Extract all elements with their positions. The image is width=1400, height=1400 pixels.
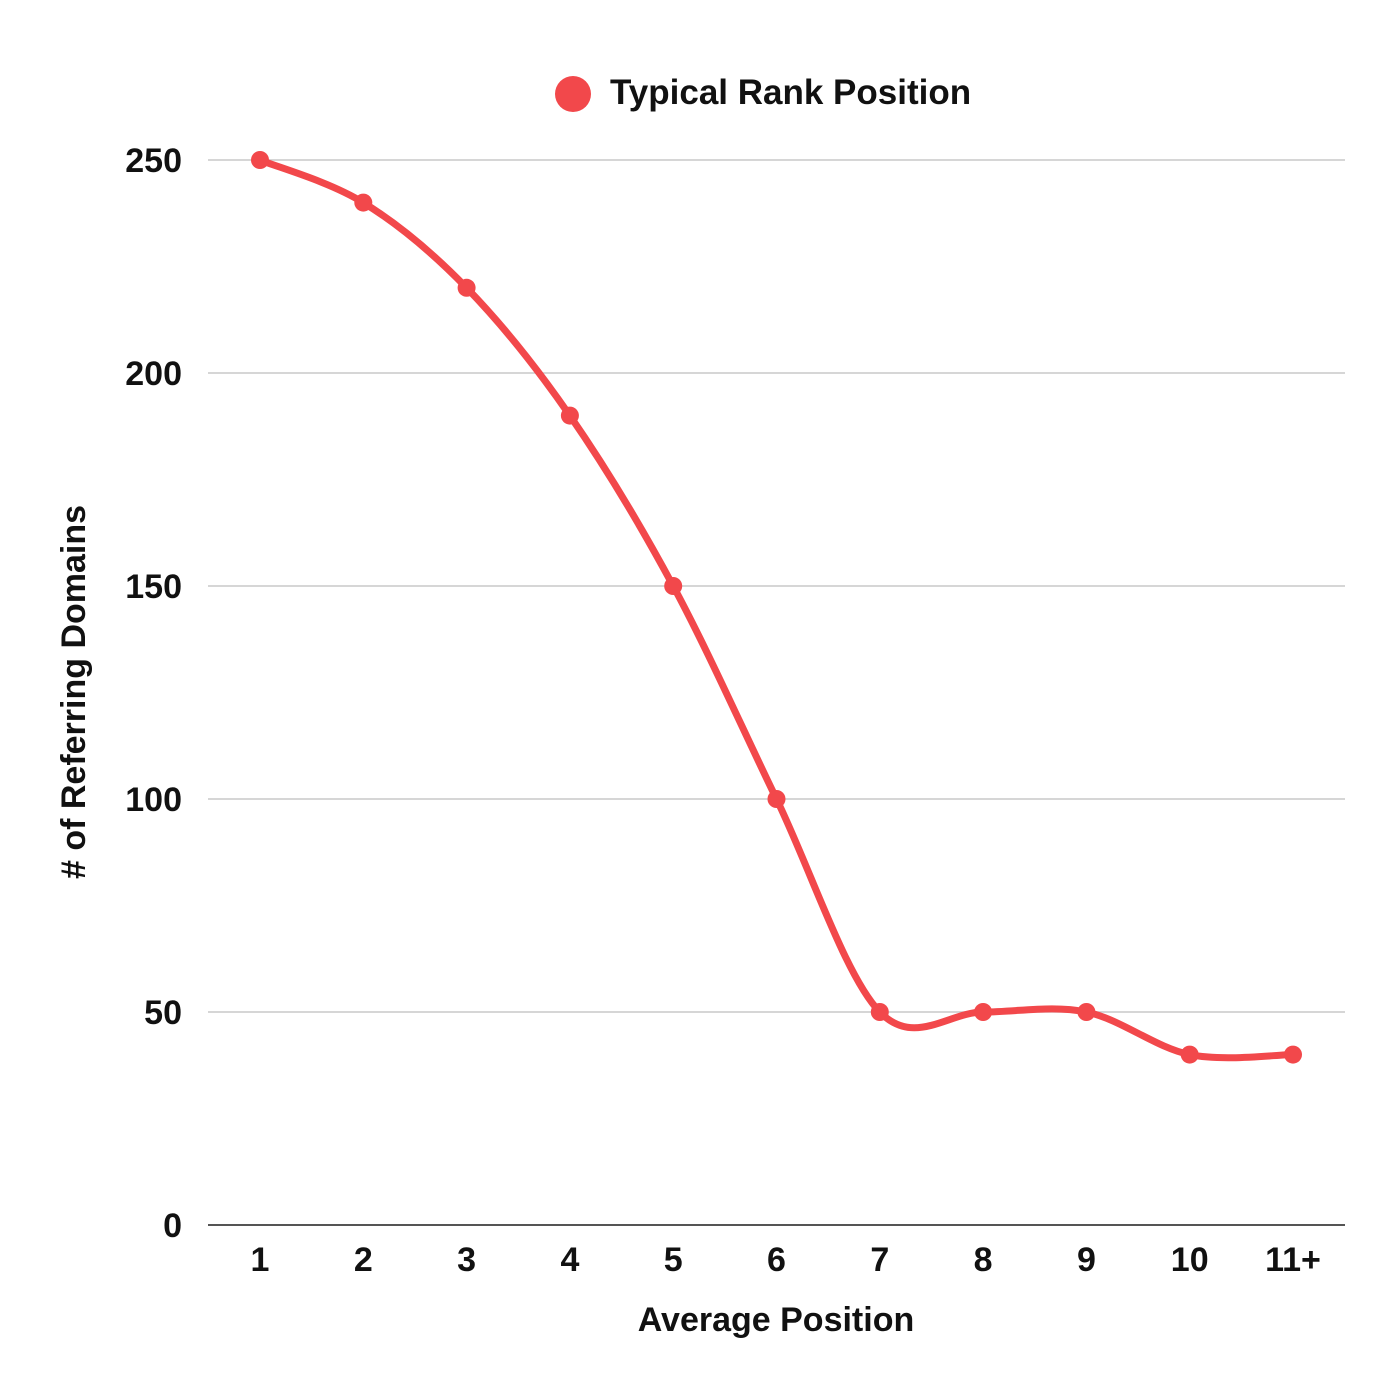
x-tick-label: 3 bbox=[457, 1241, 476, 1279]
x-axis-title: Average Position bbox=[638, 1301, 914, 1339]
data-point bbox=[1077, 1003, 1096, 1021]
data-point bbox=[251, 151, 269, 169]
x-tick-label: 5 bbox=[664, 1241, 683, 1279]
data-point bbox=[560, 406, 579, 425]
data-point bbox=[354, 193, 373, 212]
data-point bbox=[457, 278, 476, 297]
y-tick-label: 0 bbox=[163, 1207, 182, 1245]
y-tick-label: 250 bbox=[125, 142, 182, 180]
y-tick-labels: 0 50 100 150 200 250 bbox=[125, 142, 182, 1245]
y-tick-label: 50 bbox=[144, 994, 182, 1032]
x-tick-labels: 1 2 3 4 5 6 7 8 9 10 11+ bbox=[251, 1241, 1321, 1279]
gridlines bbox=[208, 159, 1345, 1013]
x-tick-label: 6 bbox=[767, 1241, 786, 1279]
y-tick-label: 200 bbox=[125, 355, 182, 393]
y-tick-label: 100 bbox=[125, 781, 182, 819]
data-point bbox=[1284, 1045, 1302, 1064]
data-point bbox=[767, 790, 786, 808]
y-axis-title: # of Referring Domains bbox=[55, 505, 93, 879]
legend: Typical Rank Position bbox=[555, 73, 971, 112]
x-tick-label: 9 bbox=[1077, 1241, 1096, 1279]
x-tick-label: 8 bbox=[974, 1241, 993, 1279]
x-tick-label: 4 bbox=[560, 1241, 579, 1279]
series-line bbox=[256, 156, 1297, 1062]
x-tick-label: 10 bbox=[1171, 1241, 1209, 1279]
data-point bbox=[974, 1003, 993, 1021]
x-tick-label: 1 bbox=[251, 1241, 270, 1279]
data-point bbox=[1180, 1045, 1199, 1064]
x-tick-label: 2 bbox=[354, 1241, 373, 1279]
series-layer bbox=[251, 151, 1302, 1064]
legend-marker-icon bbox=[555, 76, 591, 112]
data-point bbox=[664, 577, 683, 595]
x-tick-label: 7 bbox=[870, 1241, 889, 1279]
y-tick-label: 150 bbox=[125, 568, 182, 606]
data-point bbox=[870, 1003, 889, 1021]
legend-label: Typical Rank Position bbox=[610, 73, 971, 112]
x-tick-label: 11+ bbox=[1265, 1241, 1321, 1279]
